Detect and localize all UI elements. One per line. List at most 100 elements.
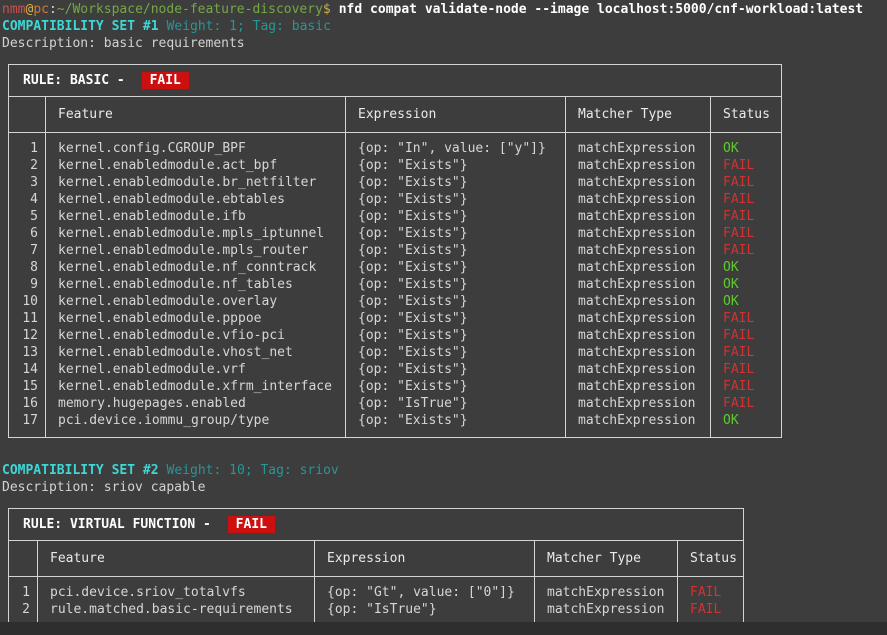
matcher-value: matchExpression [578, 260, 696, 275]
column-header-feature: Feature [37, 540, 315, 577]
num-value: 12 [22, 328, 38, 343]
rule-status-badge: FAIL [141, 72, 189, 89]
matcher-value: matchExpression [547, 585, 665, 600]
feature-value: kernel.enabledmodule.xfrm_interface [58, 379, 332, 394]
compatibility-set-1-description: Description: basic requirements [2, 36, 245, 51]
feature-value: kernel.config.CGROUP_BPF [58, 141, 246, 156]
matcher-value: matchExpression [578, 345, 696, 360]
num-value: 1 [30, 141, 38, 156]
matcher-value: matchExpression [578, 311, 696, 326]
rule-label: RULE: BASIC - [23, 73, 133, 88]
matcher-value: matchExpression [547, 602, 665, 617]
num-value: 1 [22, 585, 30, 600]
column-header-status: Status [677, 540, 744, 577]
table-header-row: Feature Expression Matcher Type Status [8, 540, 744, 577]
expression-value: {op: "Exists"} [358, 413, 468, 428]
compatibility-set-2-description: Description: sriov capable [2, 480, 206, 495]
num-value: 2 [22, 602, 30, 617]
feature-value: pci.device.sriov_totalvfs [50, 585, 246, 600]
rule-table-virtual-function: RULE: VIRTUAL FUNCTION - FAIL Feature Ex… [8, 508, 744, 627]
status-value: FAIL [723, 396, 755, 411]
column-header-row-number [8, 96, 46, 133]
matcher-value: matchExpression [578, 243, 696, 258]
matcher-value: matchExpression [578, 209, 696, 224]
status-value: OK [723, 294, 739, 309]
status-value: OK [723, 413, 739, 428]
matcher-value: matchExpression [578, 277, 696, 292]
num-value: 16 [22, 396, 38, 411]
matcher-value: matchExpression [578, 175, 696, 190]
prompt-username: nmm [2, 2, 26, 17]
matcher-value: matchExpression [578, 379, 696, 394]
expression-value: {op: "Exists"} [358, 192, 468, 207]
expression-value: {op: "In", value: ["y"]} [358, 141, 546, 156]
feature-value: kernel.enabledmodule.ifb [58, 209, 246, 224]
compatibility-set-2-heading: COMPATIBILITY SET #2 Weight: 10; Tag: sri… [2, 462, 887, 479]
feature-column: pci.device.sriov_totalvfs rule.matched.ba… [37, 576, 315, 627]
matcher-value: matchExpression [578, 141, 696, 156]
num-value: 5 [30, 209, 38, 224]
column-header-matcher-type: Matcher Type [534, 540, 678, 577]
num-value: 14 [22, 362, 38, 377]
column-header-expression: Expression [345, 96, 566, 133]
num-value: 6 [30, 226, 38, 241]
feature-value: pci.device.iommu_group/type [58, 413, 270, 428]
status-value: FAIL [690, 602, 722, 617]
rule-label: RULE: VIRTUAL FUNCTION - [23, 517, 219, 532]
expression-value: {op: "Exists"} [358, 345, 468, 360]
row-number-column: 1 2 3 4 5 6 7 8 9 10 11 12 13 14 15 16 17 [8, 132, 46, 438]
status-value: FAIL [723, 158, 755, 173]
compatibility-set-2-title: COMPATIBILITY SET #2 [2, 463, 159, 478]
num-value: 3 [30, 175, 38, 190]
rule-status-badge: FAIL [227, 516, 275, 533]
column-header-row-number [8, 540, 38, 577]
feature-value: kernel.enabledmodule.overlay [58, 294, 278, 309]
expression-value: {op: "Exists"} [358, 311, 468, 326]
column-header-expression: Expression [314, 540, 535, 577]
status-value: FAIL [723, 226, 755, 241]
feature-value: kernel.enabledmodule.nf_tables [58, 277, 293, 292]
rule-table-basic: RULE: BASIC - FAIL Feature Expression Ma… [8, 64, 782, 438]
expression-column: {op: "Gt", value: ["0"]} {op: "IsTrue"} [314, 576, 535, 627]
status-value: FAIL [723, 379, 755, 394]
expression-value: {op: "IsTrue"} [358, 396, 468, 411]
compatibility-set-1-title: COMPATIBILITY SET #1 [2, 19, 159, 34]
expression-value: {op: "Exists"} [358, 158, 468, 173]
rule-title-row: RULE: BASIC - FAIL [8, 64, 782, 97]
rule-title-row: RULE: VIRTUAL FUNCTION - FAIL [8, 508, 744, 541]
status-value: OK [723, 260, 739, 275]
compatibility-set-1-meta: Weight: 1; Tag: basic [166, 19, 331, 34]
num-value: 10 [22, 294, 38, 309]
feature-value: kernel.enabledmodule.act_bpf [58, 158, 278, 173]
matcher-value: matchExpression [578, 226, 696, 241]
num-value: 8 [30, 260, 38, 275]
column-header-matcher-type: Matcher Type [565, 96, 711, 133]
matcher-value: matchExpression [578, 294, 696, 309]
num-value: 4 [30, 192, 38, 207]
column-header-feature: Feature [45, 96, 346, 133]
expression-value: {op: "Exists"} [358, 226, 468, 241]
prompt-dollar-sign: $ [322, 2, 331, 17]
expression-value: {op: "Exists"} [358, 379, 468, 394]
num-value: 9 [30, 277, 38, 292]
shell-command: nfd compat validate-node --image localho… [338, 2, 864, 17]
expression-value: {op: "Exists"} [358, 277, 468, 292]
feature-value: kernel.enabledmodule.vfio-pci [58, 328, 285, 343]
compatibility-set-2-meta: Weight: 10; Tag: sriov [166, 463, 339, 478]
status-value: FAIL [723, 243, 755, 258]
num-value: 13 [22, 345, 38, 360]
status-column: OK FAIL FAIL FAIL FAIL FAIL FAIL OK OK OK FAIL FAIL… [710, 132, 782, 438]
matcher-value: matchExpression [578, 158, 696, 173]
status-value: FAIL [723, 209, 755, 224]
matcher-type-column: matchExpression matchExpression [534, 576, 678, 627]
num-value: 2 [30, 158, 38, 173]
feature-value: kernel.enabledmodule.mpls_iptunnel [58, 226, 325, 241]
expression-value: {op: "Exists"} [358, 209, 468, 224]
feature-value: kernel.enabledmodule.br_netfilter [58, 175, 317, 190]
status-value: FAIL [723, 175, 755, 190]
feature-value: kernel.enabledmodule.vhost_net [58, 345, 293, 360]
feature-value: kernel.enabledmodule.pppoe [58, 311, 262, 326]
num-value: 17 [22, 413, 38, 428]
